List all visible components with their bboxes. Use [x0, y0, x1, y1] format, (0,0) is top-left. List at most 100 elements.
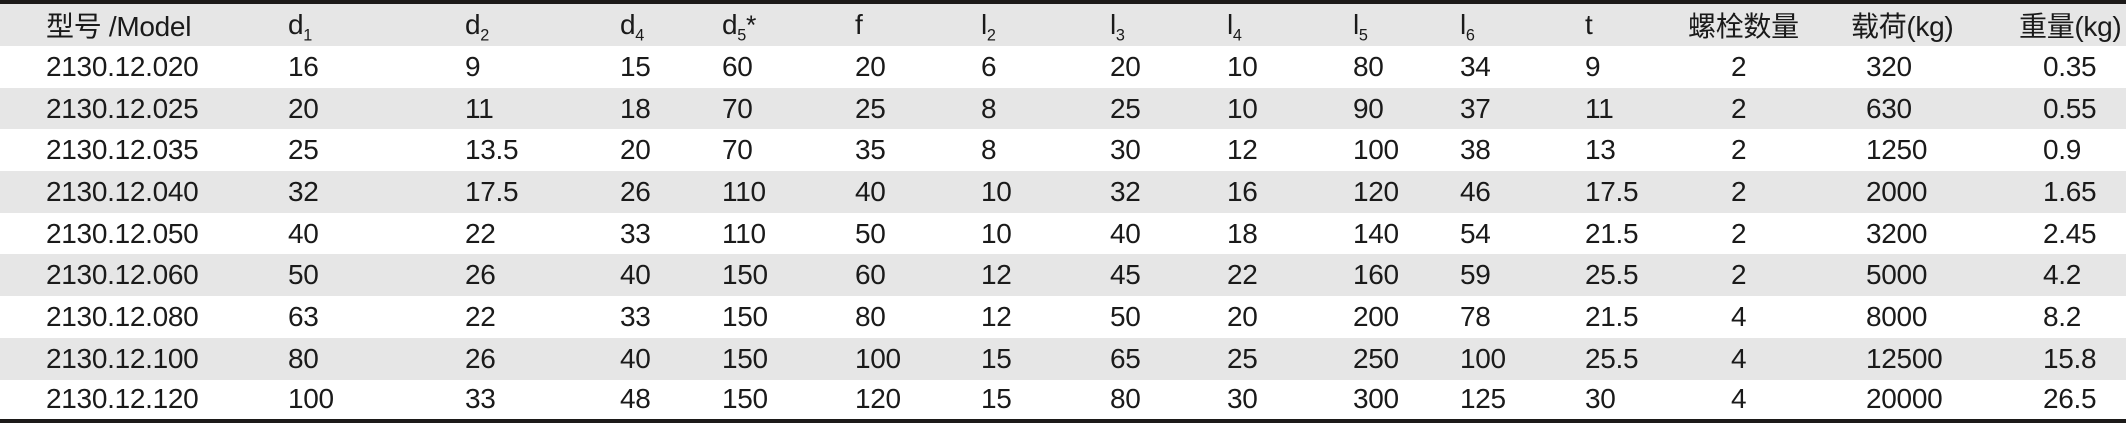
cell-l3: 45 [1110, 259, 1141, 291]
cell-l6: 54 [1460, 217, 1491, 249]
table-row: 2130.12.035 25 13.5 20 70 35 8 30 12 100 38 13 2 1250… [0, 129, 2126, 172]
cell-d2: 9 [465, 50, 481, 82]
cell-d4: 15 [620, 50, 651, 82]
cell-t: 25.5 [1585, 342, 1639, 374]
cell-d5: 110 [722, 175, 766, 207]
column-header-label: d [288, 9, 304, 40]
table-row: 2130.12.020 16 9 15 60 20 6 20 10 80 34 9 2 320 0.35 [0, 46, 2126, 88]
cell-l6: 46 [1460, 175, 1491, 207]
cell-l5: 160 [1353, 259, 1399, 291]
cell-l6: 78 [1460, 300, 1491, 332]
cell-l2: 10 [981, 217, 1012, 249]
cell-l3: 32 [1110, 175, 1141, 207]
cell-load: 20000 [1866, 383, 1943, 415]
column-header-f: f [855, 2, 981, 46]
table-body: 2130.12.020 16 9 15 60 20 6 20 10 80 34 9 2 320 0.35 21… [0, 46, 2126, 422]
cell-d2: 26 [465, 342, 496, 374]
cell-d4: 18 [620, 92, 651, 124]
cell-bolt-count: 2 [1731, 259, 1747, 291]
cell-d5: 150 [722, 342, 768, 374]
table-row: 2130.12.040 32 17.5 26 110 40 10 32 16 120 46 17.5 2… [0, 171, 2126, 213]
cell-model: 2130.12.040 [46, 175, 199, 207]
cell-load: 12500 [1866, 342, 1943, 374]
cell-l3: 80 [1110, 383, 1141, 415]
column-header-label: l [1353, 9, 1359, 40]
cell-d5: 70 [722, 134, 753, 166]
cell-bolt-count: 2 [1731, 175, 1747, 207]
cell-d1: 32 [288, 175, 319, 207]
cell-t: 17.5 [1585, 175, 1639, 207]
cell-load: 5000 [1866, 259, 1928, 291]
cell-bolt-count: 4 [1731, 383, 1747, 415]
column-header-label: f [855, 9, 863, 40]
column-header-d1: d1 [288, 2, 465, 46]
cell-d1: 100 [288, 383, 334, 415]
cell-bolt-count: 4 [1731, 342, 1747, 374]
column-header-subscript: 5 [737, 26, 747, 45]
column-header-bolt-count: 螺栓数量 [1688, 2, 1866, 46]
cell-d4: 33 [620, 300, 651, 332]
cell-weight: 1.65 [2043, 175, 2097, 207]
cell-l4: 22 [1227, 259, 1258, 291]
cell-t: 13 [1585, 134, 1616, 166]
column-header-label: l [981, 9, 987, 40]
cell-l5: 140 [1353, 217, 1399, 249]
column-header-label: d [722, 9, 738, 40]
cell-l3: 25 [1110, 92, 1141, 124]
table-row: 2130.12.025 20 11 18 70 25 8 25 10 90 37 11 2 630 0.55 [0, 87, 2126, 130]
cell-model: 2130.12.035 [46, 134, 199, 166]
column-header-label: t [1585, 9, 1593, 40]
cell-l4: 10 [1227, 50, 1258, 82]
column-header-l4: l4 [1227, 2, 1353, 46]
column-header-l2: l2 [981, 2, 1110, 46]
cell-model: 2130.12.120 [46, 383, 199, 415]
column-header-l5: l5 [1353, 2, 1460, 46]
column-header-label: 重量(kg) [2019, 11, 2122, 42]
column-header-label: 型号 /Model [46, 11, 192, 42]
cell-l2: 8 [981, 92, 997, 124]
cell-load: 8000 [1866, 300, 1928, 332]
cell-d2: 17.5 [465, 175, 519, 207]
cell-weight: 15.8 [2043, 342, 2097, 374]
column-header-asterisk: * [746, 10, 757, 40]
table-row: 2130.12.120 100 33 48 150 120 15 80 30 300 125 30 4 2… [0, 379, 2126, 422]
cell-d5: 70 [722, 92, 753, 124]
cell-weight: 0.35 [2043, 50, 2097, 82]
cell-l4: 25 [1227, 342, 1258, 374]
cell-l4: 20 [1227, 300, 1258, 332]
cell-model: 2130.12.020 [46, 50, 199, 82]
cell-t: 21.5 [1585, 300, 1639, 332]
cell-d1: 40 [288, 217, 319, 249]
column-header-label: l [1227, 9, 1233, 40]
cell-d5: 150 [722, 383, 768, 415]
cell-l6: 59 [1460, 259, 1491, 291]
cell-l2: 15 [981, 383, 1012, 415]
cell-f: 50 [855, 217, 886, 249]
cell-d2: 33 [465, 383, 496, 415]
cell-l6: 34 [1460, 50, 1491, 82]
table-row: 2130.12.080 63 22 33 150 80 12 50 20 200 78 21.5 4 80… [0, 296, 2126, 338]
cell-l2: 10 [981, 175, 1012, 207]
cell-load: 320 [1866, 50, 1912, 82]
cell-model: 2130.12.100 [46, 342, 199, 374]
cell-d2: 13.5 [465, 134, 519, 166]
cell-bolt-count: 2 [1731, 134, 1747, 166]
cell-d5: 110 [722, 217, 766, 249]
column-header-d2: d2 [465, 2, 620, 46]
cell-load: 630 [1866, 92, 1912, 124]
cell-d5: 60 [722, 50, 753, 82]
column-header-subscript: 4 [1232, 26, 1242, 45]
cell-d2: 11 [465, 92, 494, 124]
cell-l3: 20 [1110, 50, 1141, 82]
column-header-label: 螺栓数量 [1688, 11, 1799, 42]
cell-f: 80 [855, 300, 886, 332]
cell-d1: 25 [288, 134, 319, 166]
column-header-l3: l3 [1110, 2, 1227, 46]
cell-d4: 40 [620, 259, 651, 291]
cell-d1: 50 [288, 259, 319, 291]
cell-t: 9 [1585, 50, 1601, 82]
cell-l4: 30 [1227, 383, 1258, 415]
cell-l2: 8 [981, 134, 997, 166]
